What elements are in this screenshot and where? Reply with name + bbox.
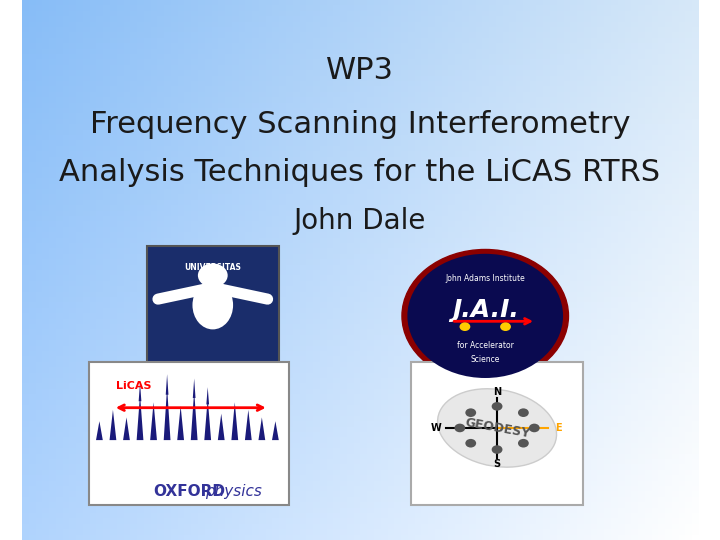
Circle shape	[465, 408, 476, 417]
Polygon shape	[150, 402, 157, 440]
FancyArrowPatch shape	[222, 289, 268, 299]
Polygon shape	[109, 410, 117, 440]
Circle shape	[465, 439, 476, 448]
Polygon shape	[177, 406, 184, 440]
Text: physics: physics	[204, 484, 261, 499]
FancyBboxPatch shape	[89, 362, 289, 505]
Text: N: N	[493, 387, 501, 397]
Polygon shape	[139, 383, 141, 401]
Text: Frequency Scanning Interferometry: Frequency Scanning Interferometry	[90, 110, 630, 139]
Text: John Dale: John Dale	[294, 207, 426, 235]
Text: LiCAS: LiCAS	[117, 381, 152, 391]
Circle shape	[518, 439, 528, 448]
FancyArrowPatch shape	[158, 289, 203, 299]
FancyBboxPatch shape	[411, 362, 583, 505]
Polygon shape	[258, 417, 265, 440]
Text: W: W	[431, 423, 441, 433]
Ellipse shape	[192, 281, 233, 329]
Circle shape	[529, 423, 540, 432]
Text: E: E	[554, 423, 562, 433]
Polygon shape	[191, 391, 197, 440]
Ellipse shape	[438, 389, 557, 467]
Polygon shape	[245, 410, 252, 440]
Circle shape	[454, 423, 465, 432]
Polygon shape	[218, 414, 225, 440]
Text: Analysis Techniques for the LiCAS RTRS: Analysis Techniques for the LiCAS RTRS	[60, 158, 660, 187]
Text: GEODESY: GEODESY	[464, 416, 531, 440]
Text: John Adams Institute: John Adams Institute	[446, 274, 525, 282]
Circle shape	[402, 249, 569, 382]
Polygon shape	[166, 374, 168, 395]
Circle shape	[492, 445, 503, 454]
Polygon shape	[193, 379, 196, 398]
Text: S: S	[493, 458, 500, 469]
Text: WP3: WP3	[326, 56, 394, 85]
Polygon shape	[137, 395, 143, 440]
Polygon shape	[231, 402, 238, 440]
Text: UNIVERSITAS: UNIVERSITAS	[184, 263, 241, 272]
Circle shape	[408, 254, 563, 378]
Polygon shape	[123, 417, 130, 440]
Circle shape	[492, 402, 503, 410]
Text: for Accelerator: for Accelerator	[456, 341, 513, 350]
Text: OXFORD: OXFORD	[153, 484, 225, 499]
Circle shape	[500, 322, 511, 331]
Polygon shape	[163, 387, 171, 440]
FancyBboxPatch shape	[147, 246, 279, 386]
Circle shape	[459, 322, 470, 331]
Text: J.A.I.: J.A.I.	[451, 299, 518, 322]
Circle shape	[198, 264, 228, 287]
Text: VARSOVIENSIS: VARSOVIENSIS	[181, 366, 244, 374]
Polygon shape	[272, 421, 279, 440]
Circle shape	[518, 408, 528, 417]
Text: Science: Science	[471, 355, 500, 363]
Polygon shape	[207, 387, 209, 404]
Polygon shape	[204, 399, 211, 440]
Polygon shape	[96, 421, 103, 440]
